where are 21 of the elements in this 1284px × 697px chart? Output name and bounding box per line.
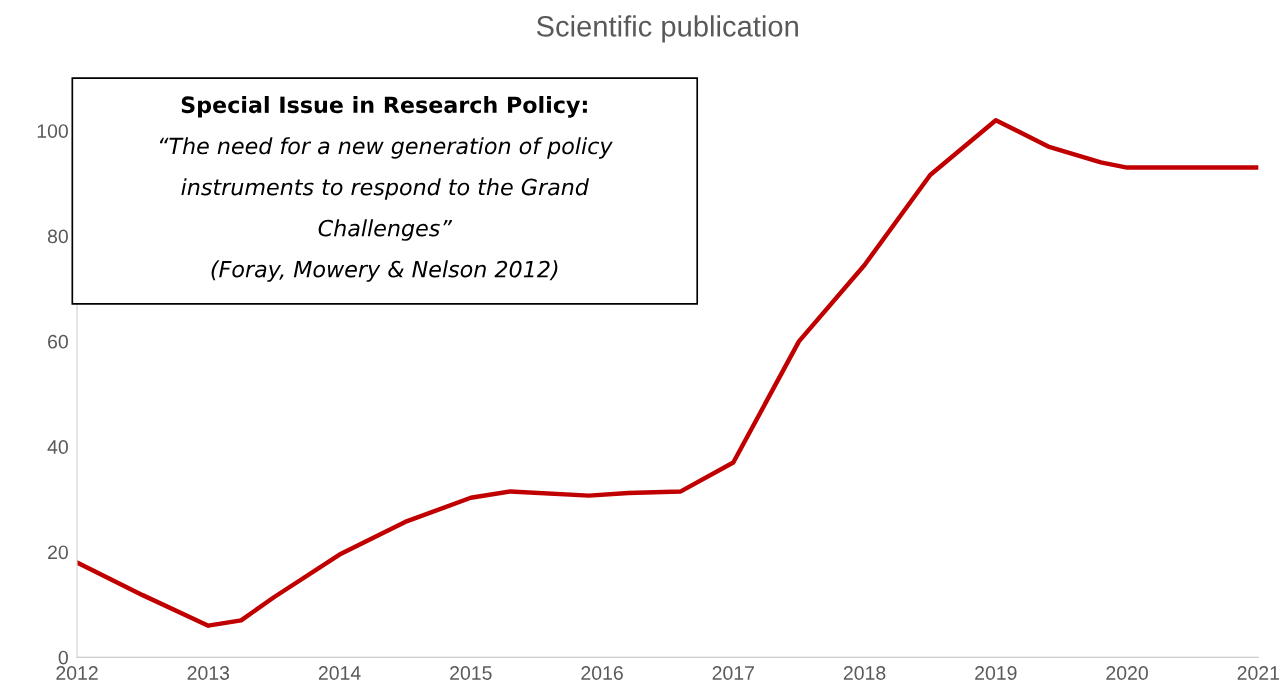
x-tick-label: 2019 — [975, 666, 1017, 680]
y-tick-label: 80 — [47, 229, 68, 244]
x-tick-label: 2017 — [712, 666, 754, 680]
annotation: “The need for a new generation of policy instruments to respond to the Grand Challenges” — [159, 137, 613, 241]
y-tick-label: 0 — [58, 650, 68, 665]
y-tick-label: 20 — [48, 545, 68, 560]
line-series — [77, 117, 1259, 628]
annotation: Special Issue in Research Policy: — [181, 95, 587, 118]
x-tick-label: 2012 — [56, 666, 98, 680]
x-tick-label: 2014 — [318, 666, 361, 680]
chart-title: Scientific publication — [536, 15, 798, 43]
y-tick-label: 60 — [48, 334, 68, 349]
x-tick-label: 2016 — [581, 666, 623, 680]
x-tick-label: 2013 — [187, 666, 230, 680]
x-tick-label: 2015 — [450, 666, 492, 680]
y-tick-label: 40 — [47, 440, 68, 454]
annotation: (Foray, Mowery & Nelson 2012) — [211, 260, 558, 282]
x-tick-label: 2021 — [1237, 666, 1279, 680]
x-tick-label: 2020 — [1106, 666, 1148, 680]
y-tick-label: 100 — [37, 124, 68, 138]
x-tick-label: 2018 — [843, 666, 886, 680]
